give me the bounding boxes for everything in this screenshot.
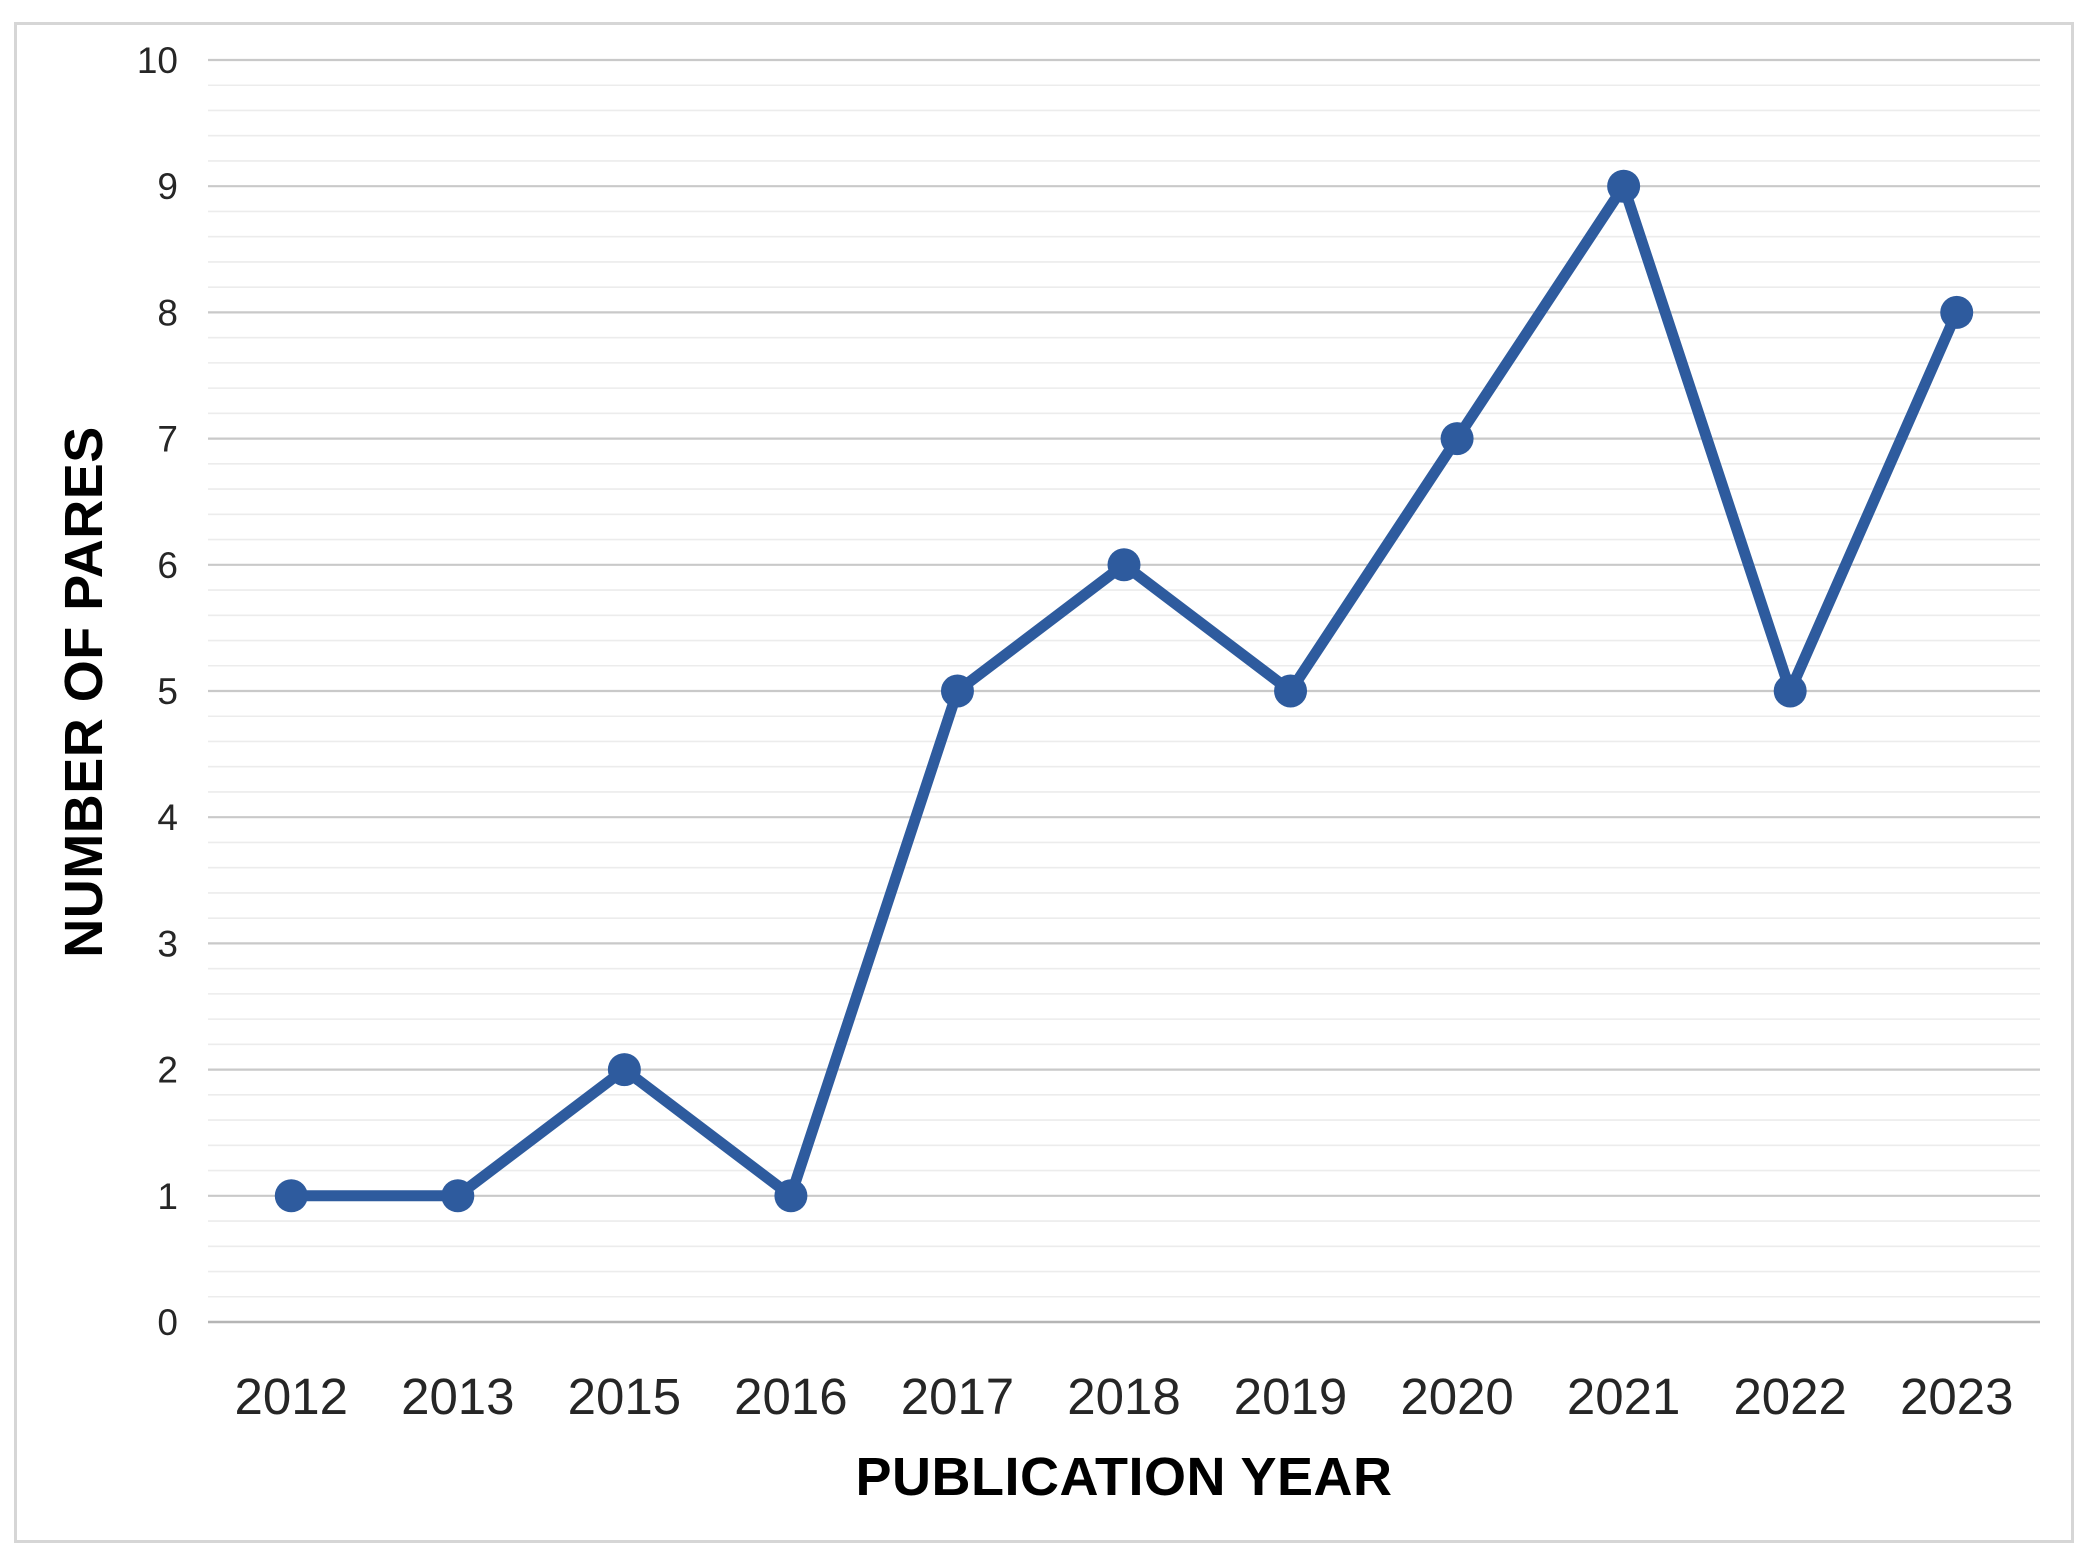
y-tick-label: 5	[157, 671, 178, 712]
y-tick-label: 7	[157, 419, 178, 460]
data-point-marker	[940, 674, 974, 708]
data-point-marker	[441, 1179, 475, 1213]
x-tick-label: 2021	[1567, 1368, 1680, 1425]
x-tick-label: 2015	[568, 1368, 681, 1425]
x-tick-label: 2017	[901, 1368, 1014, 1425]
y-tick-label: 9	[157, 166, 178, 207]
data-point-marker	[1940, 295, 1974, 329]
data-point-marker	[1440, 422, 1474, 456]
y-tick-label: 4	[157, 797, 178, 838]
x-tick-label: 2012	[235, 1368, 348, 1425]
y-tick-label: 2	[157, 1050, 178, 1091]
x-tick-label: 2023	[1900, 1368, 2013, 1425]
x-tick-label: 2018	[1067, 1368, 1180, 1425]
x-tick-label: 2020	[1400, 1368, 1513, 1425]
data-point-marker	[774, 1179, 808, 1213]
y-tick-label: 10	[137, 40, 178, 81]
y-tick-label: 1	[157, 1176, 178, 1217]
data-point-marker	[607, 1053, 641, 1087]
x-axis-title: PUBLICATION YEAR	[855, 1447, 1393, 1507]
data-point-marker	[1274, 674, 1308, 708]
data-point-marker	[1107, 548, 1141, 582]
y-tick-label: 3	[157, 923, 178, 964]
x-tick-label: 2016	[734, 1368, 847, 1425]
x-tick-label: 2019	[1234, 1368, 1347, 1425]
x-tick-label: 2022	[1733, 1368, 1846, 1425]
y-tick-label: 6	[157, 545, 178, 586]
y-axis-title: NUMBER OF PARES	[54, 426, 114, 958]
data-point-marker	[274, 1179, 308, 1213]
y-tick-label: 8	[157, 292, 178, 333]
x-tick-label: 2013	[401, 1368, 514, 1425]
data-point-marker	[1607, 169, 1641, 203]
y-tick-label: 0	[157, 1302, 178, 1343]
data-point-marker	[1773, 674, 1807, 708]
